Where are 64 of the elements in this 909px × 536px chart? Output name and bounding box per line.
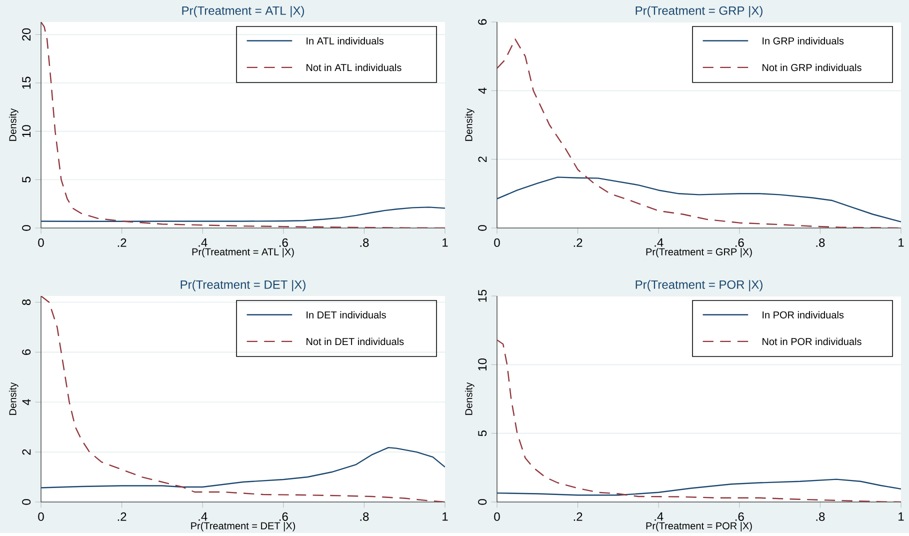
y-tick-label: 5 [22,176,31,183]
x-tick-label: .4 [654,512,664,521]
x-tick-label: .2 [118,512,126,521]
x-tick-label: 1 [442,512,448,521]
x-tick-label: .6 [279,238,288,247]
y-tick-label: 2 [22,449,31,455]
x-tick-label: 0 [494,512,500,521]
chart-title: Pr(Treatment = GRP |X) [636,6,762,18]
y-tick-label: 10 [22,125,31,138]
x-tick-label: .6 [279,512,288,521]
x-tick-label: 0 [38,512,44,521]
chart-title: Pr(Treatment = POR |X) [636,280,762,292]
legend-label: In POR individuals [762,311,844,319]
legend-label: Not in GRP individuals [762,64,862,72]
x-tick-label: .4 [198,512,208,521]
chart-title: Pr(Treatment = ATL |X) [182,6,304,18]
x-tick-label: .2 [574,512,582,521]
line-series [41,447,446,488]
x-axis-title: Pr(Treatment = ATL |X) [192,248,294,258]
x-tick-label: .6 [735,512,744,521]
y-tick-label: 0 [478,499,487,505]
y-axis-title: Density [8,108,18,141]
legend-label: Not in DET individuals [306,338,404,346]
y-axis-title: Density [464,108,474,141]
x-tick-label: 0 [38,238,44,247]
x-tick-label: 1 [898,512,904,521]
x-axis-title: Pr(Treatment = GRP |X) [646,248,752,258]
y-tick-label: 0 [22,225,31,231]
x-axis-title: Pr(Treatment = DET |X) [191,522,296,532]
y-tick-label: 0 [478,225,487,231]
x-tick-label: .2 [118,238,126,247]
x-tick-label: 1 [442,238,448,247]
y-tick-label: 8 [22,300,31,306]
chart-title: Pr(Treatment = DET |X) [180,280,306,292]
y-axis-title: Density [464,382,474,415]
x-tick-label: .4 [654,238,664,247]
x-tick-label: .6 [735,238,744,247]
legend-label: In GRP individuals [762,37,844,45]
y-tick-label: 20 [22,28,31,41]
y-tick-label: 0 [22,499,31,505]
x-tick-label: .8 [816,512,825,521]
x-tick-label: .8 [360,238,369,247]
y-tick-label: 4 [478,88,487,94]
y-tick-label: 4 [22,399,31,406]
y-tick-label: 15 [22,76,31,89]
x-tick-label: .2 [574,238,582,247]
legend-label: Not in POR individuals [762,338,862,346]
y-tick-label: 6 [478,19,487,25]
y-axis-title: Density [8,382,18,415]
x-axis-title: Pr(Treatment = POR |X) [646,522,752,532]
y-tick-label: 5 [478,430,487,436]
y-tick-label: 10 [478,358,487,370]
legend-label: Not in ATL individuals [306,64,402,72]
y-tick-label: 6 [22,349,31,355]
y-tick-label: 15 [478,290,487,302]
x-tick-label: 1 [898,238,904,247]
x-tick-label: .8 [360,512,369,521]
legend-label: In DET individuals [306,311,386,319]
y-tick-label: 2 [478,156,487,162]
x-tick-label: .8 [816,238,825,247]
x-tick-label: 0 [494,238,500,247]
x-tick-label: .4 [198,238,208,247]
legend-label: In ATL individuals [306,37,384,45]
line-series [497,478,902,496]
